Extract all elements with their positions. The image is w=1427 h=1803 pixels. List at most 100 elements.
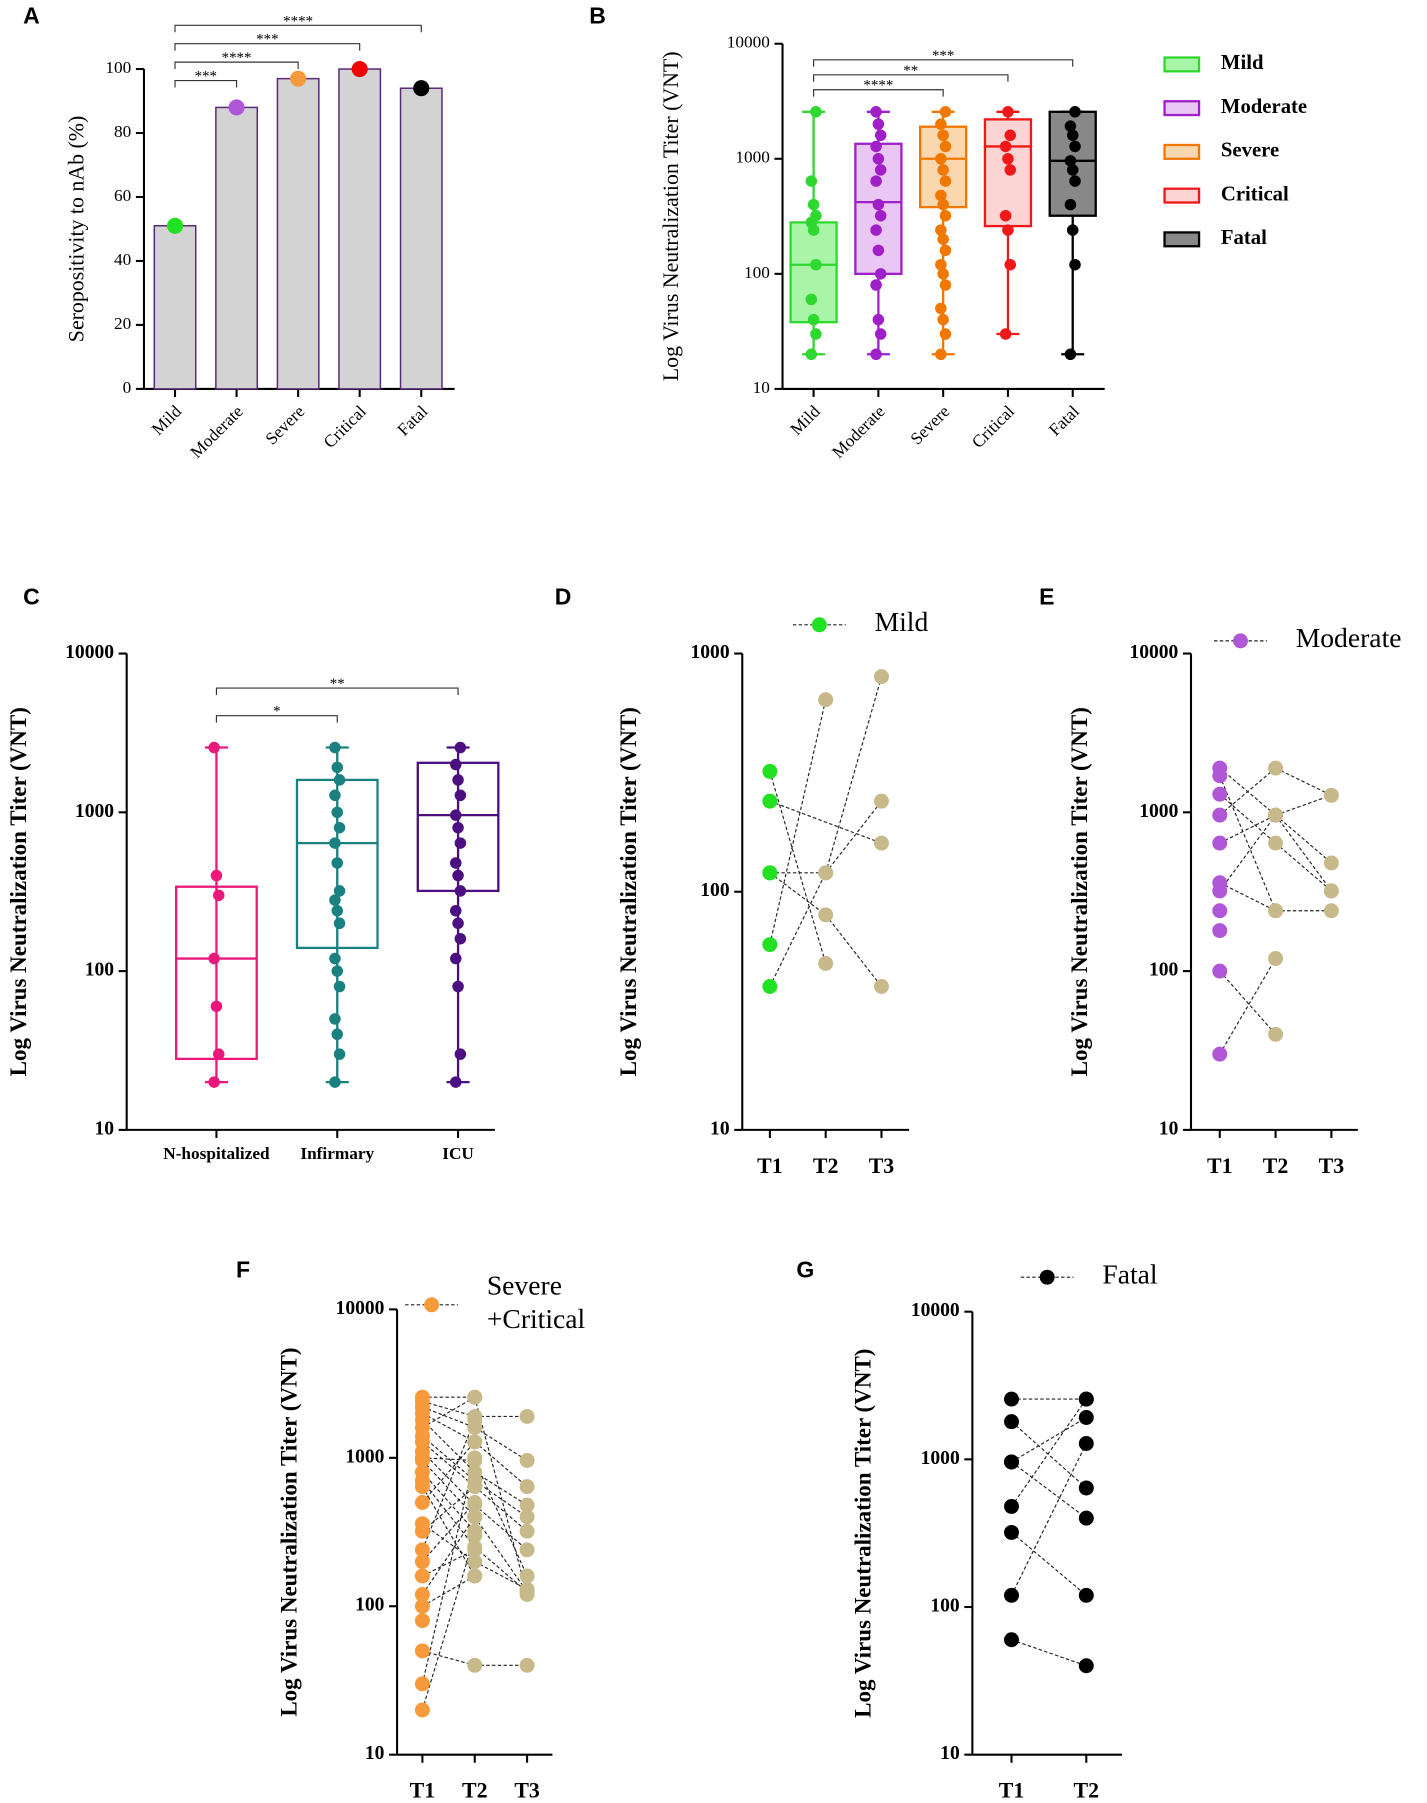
- pair-line: [1011, 1639, 1087, 1667]
- point: [874, 835, 889, 851]
- pair-line: [474, 1486, 528, 1532]
- point: [872, 118, 885, 130]
- point: [519, 1568, 535, 1584]
- y-tick-label: 100: [1149, 960, 1179, 981]
- point: [1268, 760, 1284, 776]
- pair-line: [1219, 958, 1277, 1055]
- y-tick-label: 10000: [727, 33, 770, 52]
- point: [1212, 903, 1228, 919]
- point: [414, 1598, 430, 1614]
- y-tick-label: 10: [365, 1743, 385, 1764]
- panel: E Log Virus Neutralization Titer (VNT) 10 1…: [1039, 583, 1401, 1177]
- bar-dot: [413, 80, 430, 97]
- pair-line: [769, 771, 827, 964]
- y-axis-label: Log Virus Neutralization Titer (VNT): [850, 1349, 876, 1718]
- point: [452, 821, 464, 834]
- point: [450, 758, 462, 771]
- point: [762, 763, 778, 779]
- y-tick-label: 100: [85, 960, 115, 981]
- point: [1002, 106, 1014, 118]
- pair-line: [421, 1502, 476, 1562]
- point: [1004, 1587, 1019, 1603]
- point: [519, 1523, 535, 1539]
- pair-line: [474, 1427, 528, 1461]
- point: [208, 741, 220, 754]
- point: [805, 348, 818, 361]
- point: [762, 937, 778, 953]
- pair-line: [422, 1412, 476, 1443]
- point: [818, 955, 834, 971]
- point: [454, 1048, 467, 1060]
- panel: G Log Virus Neutralization Titer (VNT) 10 1…: [796, 1256, 1158, 1802]
- legend-swatch: [1163, 143, 1201, 160]
- point: [762, 865, 778, 881]
- y-tick-label: 40: [114, 250, 131, 269]
- y-tick-label: 1000: [1139, 801, 1178, 822]
- bar-dot: [290, 70, 307, 87]
- significance-bracket: [215, 715, 338, 723]
- significance-bracket: [813, 74, 1009, 82]
- y-tick-label: 100: [744, 263, 770, 282]
- legend-label: Mild: [1221, 52, 1264, 74]
- significance-bracket: [174, 61, 299, 70]
- bar: [153, 225, 197, 390]
- point: [1268, 951, 1284, 967]
- panel: C Log Virus Neutralization Titer (VNT) 10 1…: [5, 583, 500, 1163]
- point: [329, 1076, 341, 1088]
- point: [1268, 903, 1284, 919]
- y-tick-label: 100: [930, 1595, 960, 1616]
- x-tick-label: Mild: [787, 402, 824, 439]
- point: [450, 809, 462, 821]
- point: [454, 789, 467, 802]
- x-tick-label: Fatal: [1045, 402, 1083, 440]
- point: [1078, 1510, 1094, 1526]
- pair-line: [474, 1471, 528, 1506]
- point: [874, 129, 887, 142]
- point: [937, 198, 949, 211]
- significance-label: **: [903, 63, 918, 79]
- point: [810, 258, 822, 271]
- pair-line: [1010, 1443, 1087, 1596]
- pair-line: [421, 1460, 476, 1518]
- panel-label: G: [796, 1256, 814, 1282]
- pair-line: [474, 1460, 528, 1577]
- point: [1066, 129, 1079, 142]
- point: [1078, 1410, 1094, 1425]
- x-tick-label: Critical: [968, 402, 1018, 452]
- x-tick-label: Severe: [907, 402, 954, 449]
- point: [935, 118, 947, 130]
- x-tick-label: T2: [1074, 1779, 1100, 1803]
- point: [939, 106, 952, 118]
- legend-label: Mild: [875, 606, 929, 637]
- pair-line: [1275, 814, 1332, 892]
- point: [1212, 786, 1228, 802]
- point: [414, 1554, 430, 1570]
- point: [818, 907, 834, 923]
- panel-label: D: [555, 583, 572, 609]
- y-tick-label: 10: [1159, 1118, 1179, 1139]
- x-tick-label: T1: [1207, 1154, 1233, 1178]
- point: [208, 952, 220, 965]
- pair-line: [1011, 1461, 1087, 1519]
- pair-line: [825, 914, 882, 987]
- y-tick-label: 100: [105, 58, 131, 77]
- point: [1078, 1658, 1094, 1674]
- legend-swatch: [1163, 100, 1201, 117]
- significance-label: **: [330, 676, 345, 692]
- point: [1004, 1632, 1019, 1648]
- point: [210, 869, 223, 882]
- point: [810, 209, 822, 222]
- pair-line: [421, 1419, 476, 1551]
- pair-line: [1219, 793, 1276, 844]
- legend-swatch: [1163, 56, 1201, 73]
- bar-dot: [166, 217, 184, 234]
- point: [467, 1542, 483, 1558]
- point: [467, 1568, 483, 1584]
- point: [329, 741, 341, 754]
- y-tick-label: 10000: [911, 1300, 960, 1321]
- pair-line: [422, 1549, 476, 1577]
- point: [939, 175, 952, 187]
- legend-swatch: [1163, 231, 1201, 248]
- point: [807, 198, 820, 211]
